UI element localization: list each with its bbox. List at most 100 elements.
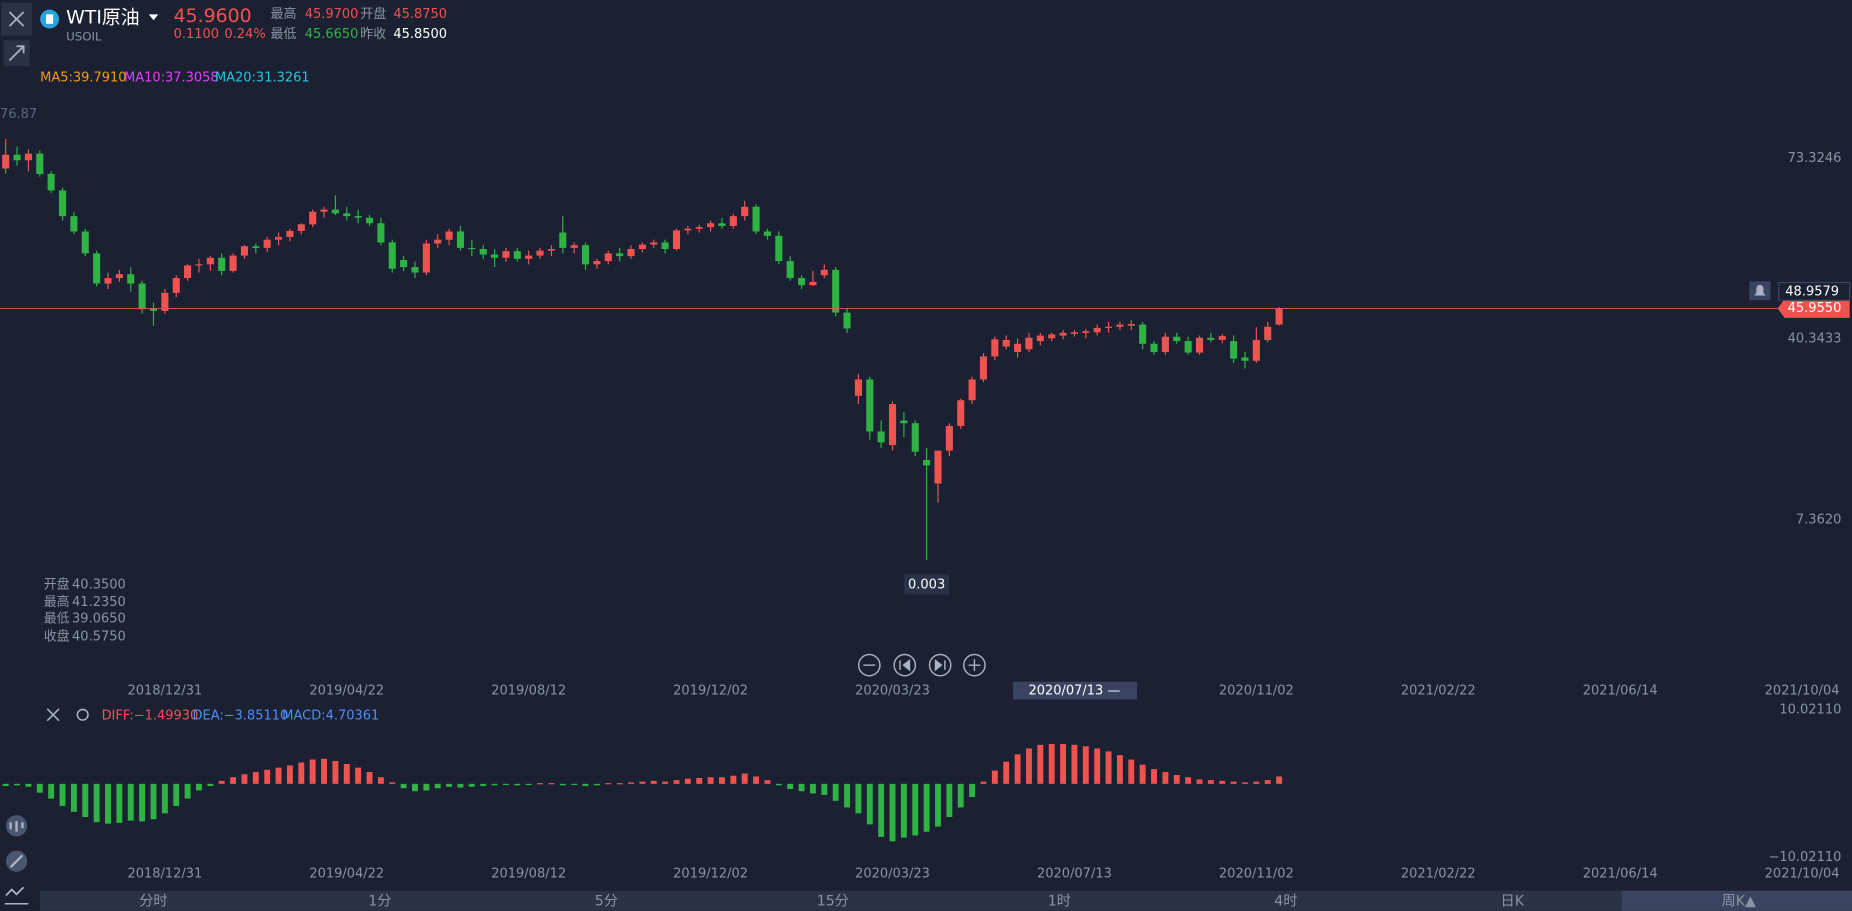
macd-bar [389,782,396,784]
macd-bar [332,761,339,784]
macd-bar [571,783,578,786]
timeframe-tab[interactable]: 周K▲ [1722,893,1756,909]
macd-bar [105,783,111,824]
macd-bar [1173,775,1180,784]
macd-bar [275,767,282,784]
macd-bar [196,783,202,791]
candle-body [388,242,396,269]
dea-legend: DEA:−3.85110 [193,708,289,723]
macd-bar [1151,769,1157,784]
macd-bar [1185,777,1192,784]
candle-body [365,217,374,224]
macd-axis-label: 10.02110 [1779,703,1841,718]
alert-bell[interactable] [1749,281,1771,301]
timeframe-tab[interactable]: 1时 [1048,893,1071,909]
zoom-in[interactable] [963,653,986,677]
dropdown-arrow[interactable] [148,14,159,21]
change-pct: 0.24% [224,27,265,42]
macd-close[interactable] [46,708,60,722]
macd-bar [48,783,55,799]
ma20-legend: MA20:31.3261 [215,71,310,86]
candle-body [616,253,624,257]
symbol[interactable]: WTI原油 [66,6,140,28]
candle-body [923,459,931,466]
price-axis-label: 40.3433 [1788,332,1842,347]
candle-body [252,246,260,248]
macd-bar [730,775,737,784]
timeframe-tab[interactable]: 分时 [139,893,167,909]
scroll-end[interactable] [928,653,952,677]
zoom-out[interactable] [857,653,881,677]
candle-body [650,242,658,245]
price-axis-label: 73.3246 [1788,151,1842,166]
ma10-legend: MA10:37.3058 [124,71,219,86]
candle-body [1150,343,1158,353]
macd-bar [434,783,441,789]
draw-tool[interactable] [5,850,28,872]
timeframe-tab[interactable]: 4时 [1274,893,1297,909]
candle-body [695,227,703,229]
macd-bar [809,783,816,794]
macd-bar [662,781,669,784]
stat-value: 45.9700 [305,7,359,22]
candle-body [1093,327,1101,333]
macd-bar [423,783,430,791]
macd-bar [355,767,362,784]
macd-settings[interactable] [76,708,89,721]
macd-bar [753,776,760,784]
candle-body [911,423,919,452]
candle-body [741,206,749,217]
candle-body [172,278,180,293]
candle-body [377,223,385,243]
date-label: 2019/08/12 [491,684,566,699]
info-label: 最高 [44,594,70,610]
tool-button[interactable] [3,40,30,67]
close-button[interactable] [1,2,32,36]
macd-bar [446,783,453,787]
candle-body [877,431,885,443]
candle-body [900,420,908,424]
timeframe-tab[interactable]: 5分 [595,893,618,909]
candle-body [502,251,510,258]
macd-bar [412,783,418,792]
stat-label: 最低 [270,27,296,42]
scroll-start[interactable] [893,653,917,677]
candle-body [536,250,544,256]
candle-body [775,235,783,262]
macd-bar [400,783,407,789]
chart-tool[interactable] [5,886,25,897]
date-label: 2019/04/22 [309,684,384,699]
macd-bar [946,783,953,818]
macd-bar [696,777,703,784]
candle-body [138,283,146,310]
macd-bar [343,763,350,784]
macd-bar [252,772,259,784]
candle-body [979,356,988,380]
candle-body [149,308,158,311]
candle-body [491,254,499,258]
candle-body [263,239,271,248]
indicator-tool[interactable] [5,815,28,837]
macd-bar [1253,781,1260,784]
macd-bar [491,783,498,786]
candle-body [798,278,806,286]
candle-body [1048,334,1056,339]
candle-body [434,239,442,244]
candle-body [1241,357,1249,361]
macd-bar [1139,764,1146,784]
macd-bar [1014,754,1021,784]
candle-body [684,228,692,231]
timeframe-tab[interactable]: 1分 [368,893,391,909]
timeframe-tab[interactable]: 日K [1501,893,1525,909]
macd-bar [161,783,168,814]
macd-bar [980,781,987,784]
candle-body [581,245,590,265]
candle-body [127,274,135,284]
macd-bar [1116,755,1123,784]
crosshair-date: 2020/07/13 — [1028,684,1120,699]
macd-bar [1105,751,1112,784]
active-tab-bg [1621,890,1852,911]
low-label: 0.003 [908,577,945,592]
timeframe-tab[interactable]: 15分 [817,893,849,909]
macd-bar [1003,761,1010,784]
